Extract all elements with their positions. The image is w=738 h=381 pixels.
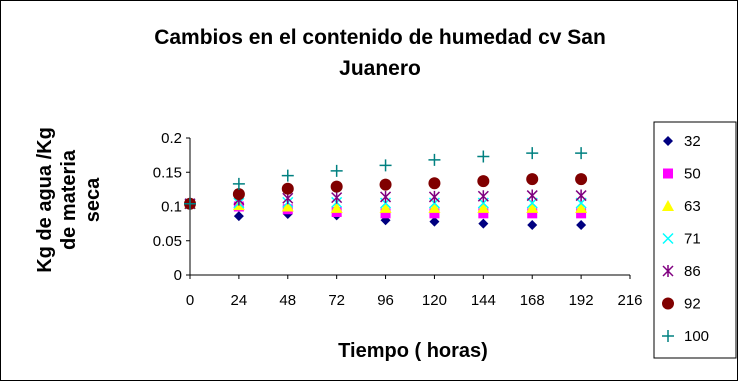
data-point-86 <box>428 190 440 203</box>
legend-box <box>653 121 737 359</box>
data-point-50 <box>576 208 587 219</box>
data-point-86 <box>331 191 343 204</box>
data-point-63 <box>477 201 490 213</box>
data-point-92 <box>281 182 294 195</box>
data-point-100 <box>330 164 343 177</box>
legend: 32 50 63 71 86 92 100 <box>653 121 737 359</box>
legend-item-63: 63 <box>662 198 701 215</box>
data-point-100 <box>232 177 245 190</box>
data-point-50 <box>429 208 440 219</box>
data-point-63 <box>428 201 441 213</box>
data-point-32 <box>478 218 489 229</box>
legend-marker-50 <box>663 168 673 179</box>
data-point-92 <box>330 180 343 193</box>
data-point-100 <box>477 150 490 163</box>
y-tick-label: 0.15 <box>153 164 182 181</box>
x-tick-label: 96 <box>377 292 394 309</box>
series-100 <box>184 147 588 210</box>
data-point-50 <box>527 208 538 219</box>
y-axis-title-line-1: Kg de agua /Kg <box>34 127 56 273</box>
x-tick-label: 48 <box>279 292 296 309</box>
data-point-32 <box>576 219 587 230</box>
data-point-50 <box>380 208 391 219</box>
data-point-92 <box>477 175 490 188</box>
data-point-63 <box>526 201 539 213</box>
legend-marker-71 <box>662 232 674 245</box>
data-point-63 <box>330 201 343 213</box>
legend-item-86: 86 <box>662 263 701 280</box>
legend-label-32: 32 <box>684 133 701 150</box>
y-axis-title-line-2: de materia <box>58 149 80 250</box>
y-axis-title: Kg de agua /Kg de materia seca <box>34 127 104 273</box>
data-point-100 <box>281 169 294 182</box>
legend-label-50: 50 <box>684 166 701 183</box>
data-point-63 <box>575 201 588 213</box>
x-tick-label: 168 <box>520 292 545 309</box>
chart-title-line-1: Cambios en el contenido de humedad cv Sa… <box>154 26 606 49</box>
data-point-92 <box>428 177 441 190</box>
legend-item-100: 100 <box>662 328 709 345</box>
legend-marker-92 <box>662 297 674 310</box>
data-point-86 <box>477 190 489 203</box>
x-axis-title: Tiempo ( horas) <box>338 340 488 362</box>
x-tick-label: 24 <box>231 292 248 309</box>
legend-label-63: 63 <box>684 198 701 215</box>
x-tick-label: 216 <box>617 292 642 309</box>
x-tick-label: 144 <box>471 292 496 309</box>
x-tick-label: 120 <box>422 292 447 309</box>
legend-item-71: 71 <box>662 231 701 248</box>
legend-label-92: 92 <box>684 296 701 313</box>
x-ticks: 0 24 48 72 96 120 144 168 192 216 <box>186 275 643 309</box>
data-point-86 <box>575 189 587 202</box>
data-point-92 <box>526 173 539 186</box>
data-point-92 <box>575 173 588 186</box>
data-point-100 <box>379 159 392 172</box>
series-63 <box>184 197 588 213</box>
chart-title: Cambios en el contenido de humedad cv Sa… <box>154 26 606 80</box>
data-point-92 <box>379 178 392 191</box>
legend-marker-100 <box>662 330 674 342</box>
data-point-100 <box>526 147 539 160</box>
legend-marker-86 <box>662 265 674 277</box>
plot-area: 0 0.05 0.1 0.15 0.2 0 24 48 72 96 120 144 168 192 216 <box>153 130 643 309</box>
data-point-86 <box>526 189 538 202</box>
y-tick-label: 0.05 <box>153 233 182 250</box>
data-point-100 <box>428 153 441 166</box>
y-ticks: 0 0.05 0.1 0.15 0.2 <box>153 130 190 284</box>
data-point-63 <box>281 200 294 212</box>
data-point-63 <box>379 201 392 213</box>
legend-item-32: 32 <box>663 133 701 150</box>
data-point-32 <box>429 216 440 227</box>
chart-title-line-2: Juanero <box>339 57 421 80</box>
legend-label-86: 86 <box>684 263 701 280</box>
series-layer <box>184 147 588 230</box>
data-point-32 <box>527 219 538 230</box>
y-axis-title-line-3: seca <box>82 177 104 222</box>
y-tick-label: 0.1 <box>161 199 182 216</box>
legend-item-50: 50 <box>663 166 701 183</box>
legend-items: 32 50 63 71 86 92 100 <box>662 133 709 345</box>
data-point-50 <box>478 208 489 219</box>
x-tick-label: 192 <box>569 292 594 309</box>
legend-marker-63 <box>662 200 674 211</box>
y-tick-label: 0.2 <box>161 130 182 147</box>
data-point-100 <box>575 147 588 160</box>
y-tick-label: 0 <box>174 267 182 284</box>
data-point-32 <box>233 211 244 222</box>
legend-item-92: 92 <box>662 296 701 313</box>
legend-marker-32 <box>663 136 673 146</box>
data-point-100 <box>184 197 196 210</box>
data-point-92 <box>232 188 245 201</box>
legend-label-71: 71 <box>684 231 701 248</box>
data-point-86 <box>380 190 392 203</box>
x-tick-label: 72 <box>328 292 345 309</box>
legend-label-100: 100 <box>684 328 709 345</box>
x-tick-label: 0 <box>186 292 194 309</box>
